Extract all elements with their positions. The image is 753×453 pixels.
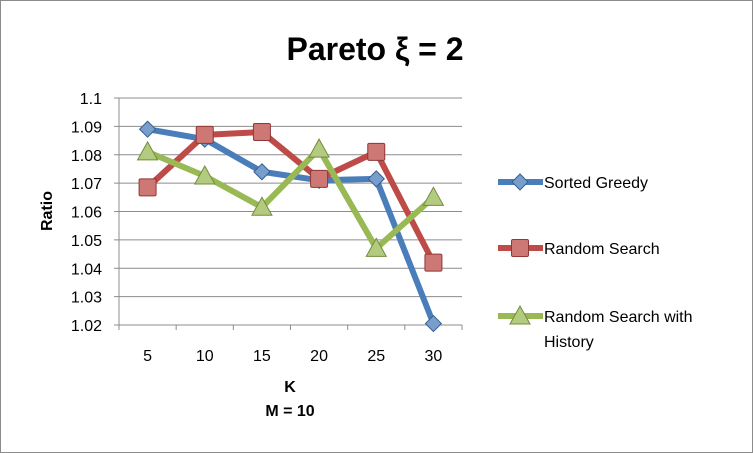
series-line bbox=[144, 146, 437, 252]
data-point bbox=[138, 178, 157, 197]
data-point bbox=[138, 120, 157, 138]
data-point bbox=[422, 186, 445, 206]
y-axis-title: Ratio bbox=[39, 191, 56, 231]
series-3 bbox=[136, 138, 445, 257]
data-point bbox=[365, 237, 388, 257]
data-point bbox=[251, 196, 273, 216]
x-tick-label: 5 bbox=[143, 348, 152, 365]
data-point bbox=[367, 142, 386, 161]
y-tick-label: 1.08 bbox=[71, 148, 102, 165]
x-tick-labels: 5 10 15 20 25 30 bbox=[143, 348, 442, 365]
chart-title: Pareto ξ = 2 bbox=[287, 31, 464, 67]
x-tick-label: 15 bbox=[253, 348, 271, 365]
y-tick-label: 1.09 bbox=[71, 119, 102, 136]
series-group bbox=[136, 120, 445, 333]
x-axis-title: K bbox=[284, 379, 296, 396]
x-tick-label: 25 bbox=[367, 348, 385, 365]
x-tick-label: 10 bbox=[196, 348, 214, 365]
y-tick-label: 1.03 bbox=[71, 290, 102, 307]
data-point bbox=[253, 163, 271, 181]
data-point bbox=[136, 140, 159, 161]
legend-marker bbox=[511, 173, 529, 191]
y-tick-label: 1.06 bbox=[71, 205, 102, 222]
data-point bbox=[367, 170, 385, 188]
data-point bbox=[252, 123, 271, 142]
legend-label: Random Search bbox=[544, 241, 660, 258]
data-point bbox=[193, 165, 216, 185]
series-2 bbox=[138, 123, 443, 272]
legend-label: History bbox=[544, 334, 594, 351]
y-tick-label: 1.1 bbox=[80, 91, 102, 108]
legend-item: Sorted Greedy bbox=[498, 173, 648, 192]
y-tick-label: 1.04 bbox=[71, 261, 102, 278]
legend-label: Sorted Greedy bbox=[544, 175, 648, 192]
data-point bbox=[424, 253, 443, 272]
axes bbox=[118, 98, 463, 330]
y-tick-labels: 1.02 1.03 1.04 1.05 1.06 1.07 1.08 1.09 1.1 bbox=[71, 91, 102, 335]
y-tick-label: 1.02 bbox=[71, 318, 102, 335]
data-point bbox=[308, 138, 330, 158]
data-point bbox=[195, 125, 214, 144]
x-tick-label: 20 bbox=[310, 348, 328, 365]
legend-marker bbox=[511, 239, 529, 257]
legend-item: Random Search with History bbox=[498, 304, 693, 351]
data-point bbox=[424, 314, 443, 333]
legend-marker bbox=[509, 304, 531, 325]
legend: Sorted Greedy Random Search Random Search… bbox=[498, 173, 693, 351]
y-tick-label: 1.07 bbox=[71, 176, 102, 193]
data-point bbox=[310, 169, 329, 188]
y-tick-label: 1.05 bbox=[71, 233, 102, 250]
x-tick-label: 30 bbox=[425, 348, 443, 365]
x-axis-subtitle: M = 10 bbox=[265, 403, 314, 420]
legend-item: Random Search bbox=[498, 239, 660, 258]
legend-label: Random Search with bbox=[544, 309, 693, 326]
series-line bbox=[144, 129, 437, 266]
